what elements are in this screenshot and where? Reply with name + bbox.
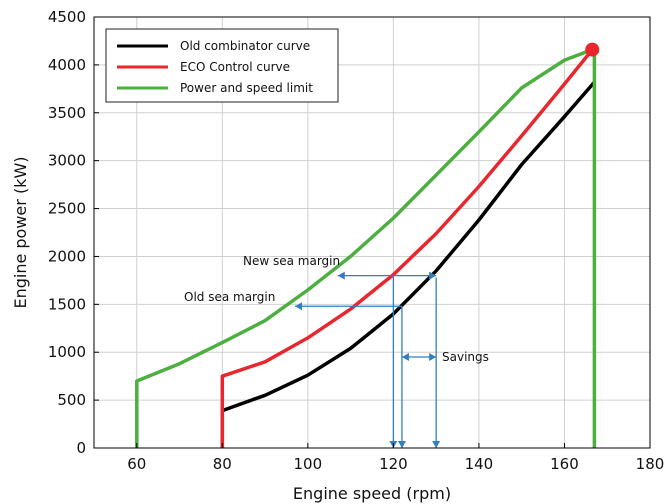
tick-labels: 60 80 100 120 140 160 180 0 500 1000 1500 2000 2500 3… bbox=[48, 8, 665, 473]
annotation-label-savings: Savings bbox=[442, 350, 489, 364]
y-tick-label-1500: 1500 bbox=[48, 295, 86, 313]
series-line-eco-control-curve bbox=[220, 48, 594, 448]
annotation-label-old-sea-margin: Old sea margin bbox=[184, 290, 275, 304]
x-axis-title: Engine speed (rpm) bbox=[293, 484, 451, 503]
y-axis-title: Engine power (kW) bbox=[11, 156, 30, 308]
y-tick-label-4500: 4500 bbox=[48, 8, 86, 26]
legend: Old combinator curve ECO Control curve P… bbox=[105, 28, 339, 103]
annotation-label-new-sea-margin: New sea margin bbox=[243, 254, 340, 268]
y-tick-label-500: 500 bbox=[57, 391, 86, 409]
y-tick-label-0: 0 bbox=[76, 439, 86, 457]
x-tick-label-160: 160 bbox=[550, 455, 579, 473]
legend-label-power-speed-limit: Power and speed limit bbox=[180, 81, 313, 95]
annotation-arrowhead-new-sea-margin-0 bbox=[337, 271, 345, 280]
x-tick-label-60: 60 bbox=[127, 455, 146, 473]
y-tick-label-3000: 3000 bbox=[48, 152, 86, 170]
max-point-marker bbox=[585, 42, 600, 57]
y-tick-label-2000: 2000 bbox=[48, 247, 86, 265]
guide-arrowhead-1 bbox=[397, 441, 406, 448]
x-tick-label-100: 100 bbox=[294, 455, 323, 473]
legend-label-old-combinator: Old combinator curve bbox=[180, 39, 310, 53]
x-tick-label-140: 140 bbox=[465, 455, 494, 473]
annotation-arrowhead-old-sea-margin-0 bbox=[295, 302, 303, 311]
guide-lines bbox=[389, 275, 441, 448]
y-tick-label-2500: 2500 bbox=[48, 200, 86, 218]
annotation-arrowhead-savings-1 bbox=[429, 353, 437, 362]
y-tick-label-1000: 1000 bbox=[48, 343, 86, 361]
x-tick-label-120: 120 bbox=[379, 455, 408, 473]
series-line-power-and-speed-limit bbox=[135, 47, 597, 448]
plot-frame bbox=[93, 16, 651, 449]
annotations: New sea margin Old sea margin Savings bbox=[184, 254, 489, 364]
y-tick-label-3500: 3500 bbox=[48, 104, 86, 122]
y-tick-label-4000: 4000 bbox=[48, 56, 86, 74]
x-tick-label-80: 80 bbox=[213, 455, 232, 473]
legend-label-eco-control: ECO Control curve bbox=[180, 60, 290, 74]
x-tick-label-180: 180 bbox=[636, 455, 665, 473]
annotation-arrowhead-new-sea-margin-1 bbox=[429, 271, 437, 280]
annotation-arrowhead-savings-0 bbox=[401, 353, 409, 362]
guide-arrowhead-2 bbox=[432, 441, 441, 448]
